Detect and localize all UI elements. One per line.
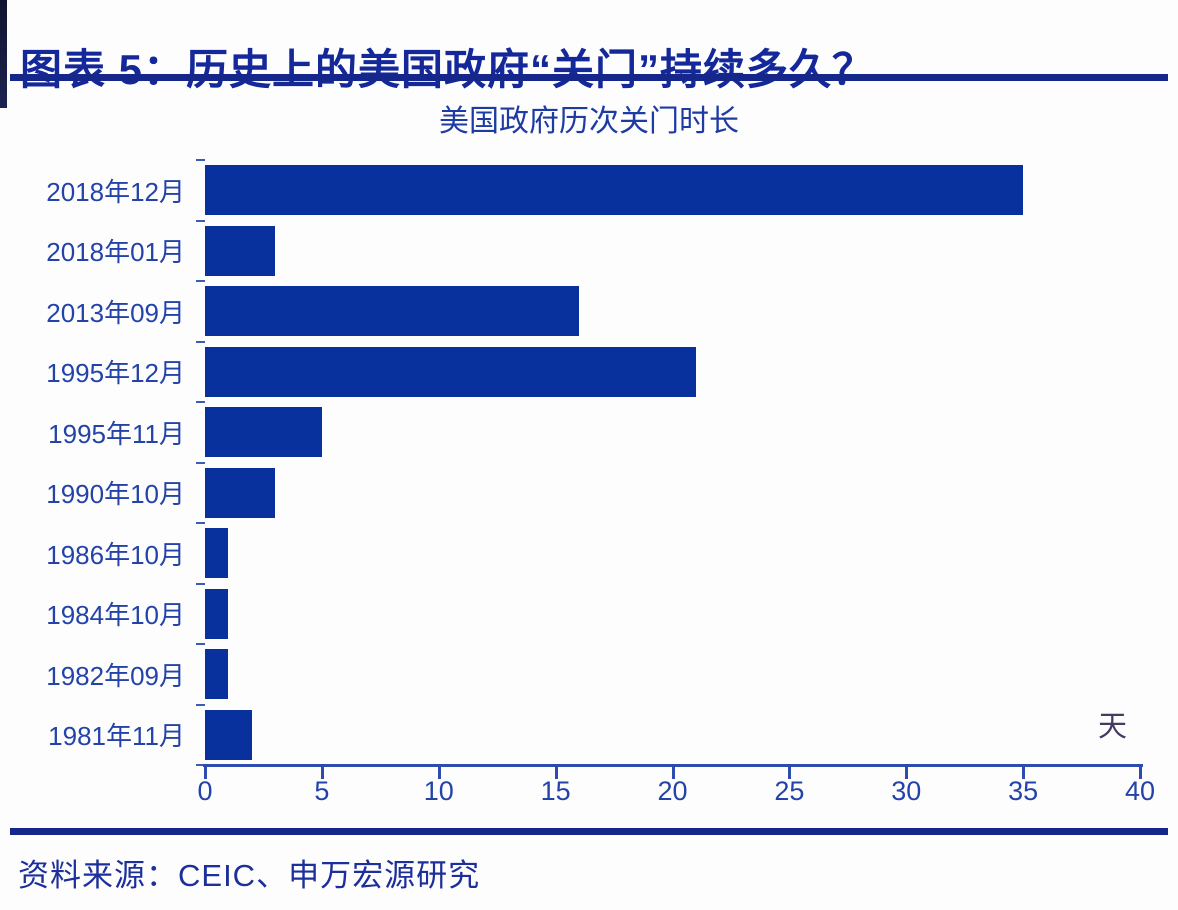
x-tick-label: 30: [891, 776, 922, 806]
bar: [205, 346, 696, 397]
category-axis: 2018年12月 2018年01月 2013年09月 1995年12月 1995年11月…: [0, 160, 185, 765]
chart-row: [205, 160, 1140, 221]
y-axis-tick: [196, 764, 205, 766]
chart-row: [205, 644, 1140, 705]
category-label: 1986年10月: [46, 539, 185, 570]
chart-row: [205, 221, 1140, 282]
x-tick-label: 10: [423, 776, 454, 806]
x-axis-tick: [1022, 767, 1026, 779]
chart-row: [205, 463, 1140, 524]
source-note: 资料来源：CEIC、申万宏源研究: [18, 858, 481, 893]
x-axis-tick: [437, 767, 441, 779]
y-axis-tick: [196, 401, 205, 403]
x-axis-line: [203, 764, 1143, 767]
top-divider: [10, 74, 1168, 81]
bar: [205, 709, 252, 760]
chart-row: [205, 523, 1140, 584]
bar: [205, 528, 229, 579]
x-tick-label: 15: [540, 776, 571, 806]
y-axis-tick: [196, 643, 205, 645]
category-label: 1981年11月: [48, 721, 185, 752]
x-tick-label: 20: [657, 776, 688, 806]
bar: [205, 286, 579, 337]
category-label: 2018年12月: [46, 176, 185, 207]
x-axis-tick: [204, 767, 207, 779]
y-axis-tick: [196, 340, 205, 343]
x-axis-tick: [671, 767, 675, 779]
x-axis-tick: [320, 767, 324, 779]
page-edge-artifact: [0, 0, 7, 108]
y-axis-tick: [196, 219, 205, 222]
x-tick-label: 25: [774, 776, 805, 806]
chart-row: [205, 402, 1140, 463]
bar: [205, 649, 229, 700]
x-axis-tick: [554, 767, 558, 779]
bar: [205, 165, 1024, 216]
chart-row: [205, 705, 1140, 766]
y-axis-tick: [196, 582, 205, 585]
x-tick-label: 5: [314, 776, 330, 806]
x-axis-tick: [905, 767, 909, 779]
figure-title: 图表 5：历史上的美国政府“关门”持续多久？: [20, 46, 876, 94]
y-axis-tick: [196, 522, 205, 524]
x-axis-tick: [788, 767, 792, 779]
category-label: 1982年09月: [46, 660, 185, 691]
chart-row: [205, 584, 1140, 645]
bar: [205, 467, 276, 518]
y-axis-tick: [196, 280, 205, 282]
category-label: 1995年11月: [48, 418, 185, 449]
y-axis-tick: [196, 159, 205, 161]
chart-row: [205, 342, 1140, 403]
category-label: 1984年10月: [46, 600, 185, 631]
bottom-divider: [10, 828, 1168, 835]
category-label: 1995年12月: [46, 358, 185, 389]
bar: [205, 588, 229, 639]
chart-row: [205, 281, 1140, 342]
unit-label: 天: [1098, 711, 1128, 743]
bar: [205, 225, 276, 276]
y-axis-tick: [196, 461, 205, 464]
plot-area: [205, 160, 1140, 765]
category-label: 2018年01月: [46, 237, 185, 268]
x-tick-label: 0: [197, 776, 213, 806]
y-axis-tick: [196, 703, 205, 706]
chart-title: 美国政府历次关门时长: [439, 105, 739, 138]
bar: [205, 407, 322, 458]
x-axis-tick: [1139, 767, 1142, 779]
x-tick-label: 35: [1008, 776, 1039, 806]
category-label: 1990年10月: [46, 479, 185, 510]
category-label: 2013年09月: [46, 297, 185, 328]
x-tick-label: 40: [1124, 776, 1156, 806]
